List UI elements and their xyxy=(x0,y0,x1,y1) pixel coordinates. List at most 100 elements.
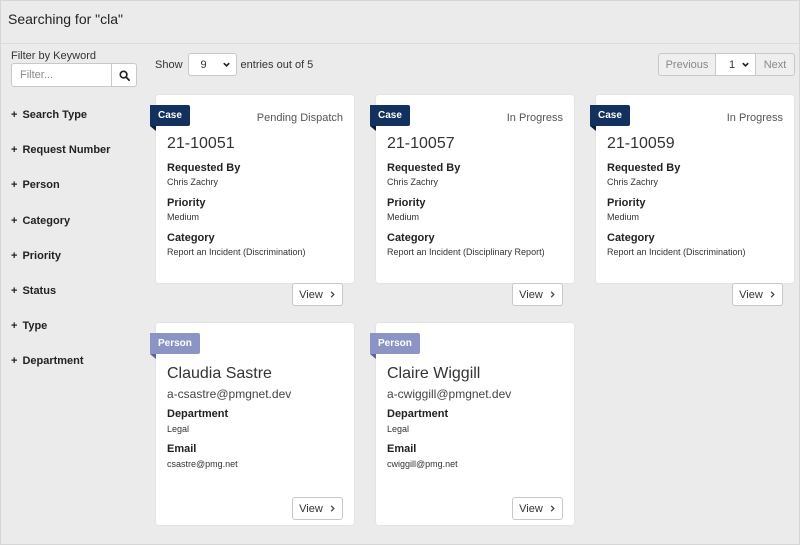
person-username: a-csastre@pmgnet.dev xyxy=(167,387,292,401)
email-label: Email xyxy=(167,443,197,455)
chevron-down-icon xyxy=(742,62,749,67)
plus-icon: + xyxy=(11,284,18,297)
priority-value: Medium xyxy=(387,212,420,222)
category-label: Category xyxy=(167,232,215,244)
page-header: Searching for "cla" xyxy=(0,0,800,44)
facet-label: Type xyxy=(22,320,48,333)
case-tag: Case xyxy=(370,105,410,131)
category-label: Category xyxy=(387,232,435,244)
requested-by-value: Chris Zachry xyxy=(387,177,439,187)
view-button[interactable]: View xyxy=(292,283,343,306)
facet-label: Status xyxy=(22,284,57,297)
entries-suffix: entries out of 5 xyxy=(240,58,314,71)
person-username: a-cwiggill@pmgnet.dev xyxy=(387,387,512,401)
department-label: Department xyxy=(387,408,449,420)
person-tag: Person xyxy=(150,333,200,359)
facet-list: + Search Type + Request Number + Person + Ca… xyxy=(11,106,141,388)
department-label: Department xyxy=(167,408,229,420)
case-tag: Case xyxy=(590,105,630,131)
facet-request-number[interactable]: + Request Number xyxy=(11,141,141,176)
facet-label: Department xyxy=(22,355,84,368)
next-button[interactable]: Next xyxy=(755,53,795,76)
view-button[interactable]: View xyxy=(512,283,563,306)
facet-department[interactable]: + Department xyxy=(11,352,141,387)
case-number: 21-10051 xyxy=(167,135,235,152)
result-card-case: Case In Progress 21-10059 Requested By C… xyxy=(590,95,794,306)
result-card-case: Case Pending Dispatch 21-10051 Requested… xyxy=(150,95,354,306)
chevron-right-icon xyxy=(550,291,555,298)
facet-label: Category xyxy=(22,214,71,227)
facet-category[interactable]: + Category xyxy=(11,212,141,247)
category-label: Category xyxy=(607,232,655,244)
filter-box xyxy=(11,63,137,87)
plus-icon: + xyxy=(11,214,18,227)
plus-icon: + xyxy=(11,144,18,157)
view-label: View xyxy=(519,502,543,515)
plus-icon: + xyxy=(11,179,18,192)
category-value: Report an Incident (Discrimination) xyxy=(167,247,306,257)
person-name: Claudia Sastre xyxy=(167,365,272,382)
filter-input[interactable] xyxy=(11,63,111,87)
case-tag: Case xyxy=(150,105,190,131)
facet-label: Search Type xyxy=(22,109,88,121)
plus-icon: + xyxy=(11,249,18,262)
plus-icon: + xyxy=(11,355,18,368)
case-number: 21-10059 xyxy=(607,135,675,152)
facet-status[interactable]: + Status xyxy=(11,282,141,317)
plus-icon: + xyxy=(11,109,18,121)
facet-label: Request Number xyxy=(22,144,111,157)
result-card-person: Person Claudia Sastre a-csastre@pmgnet.d… xyxy=(150,323,354,525)
status-text: Pending Dispatch xyxy=(256,112,343,124)
facet-label: Person xyxy=(22,179,60,192)
view-button[interactable]: View xyxy=(512,497,563,520)
category-value: Report an Incident (Disciplinary Report) xyxy=(387,247,545,257)
requested-by-label: Requested By xyxy=(387,162,461,174)
department-value: Legal xyxy=(167,424,190,434)
page-value: 1 xyxy=(729,58,736,71)
page-select[interactable]: 1 xyxy=(716,53,755,76)
entries-value: 9 xyxy=(200,58,207,71)
priority-value: Medium xyxy=(167,212,200,222)
chevron-right-icon xyxy=(330,505,335,512)
email-value: csastre@pmg.net xyxy=(167,459,238,469)
facet-person[interactable]: + Person xyxy=(11,176,141,211)
priority-label: Priority xyxy=(607,197,646,209)
search-icon xyxy=(118,69,130,81)
status-text: In Progress xyxy=(506,112,563,124)
result-card-case: Case In Progress 21-10057 Requested By C… xyxy=(370,95,574,306)
chevron-right-icon xyxy=(330,291,335,298)
email-label: Email xyxy=(387,443,417,455)
chevron-right-icon xyxy=(770,291,775,298)
facet-priority[interactable]: + Priority xyxy=(11,247,141,282)
view-label: View xyxy=(299,288,323,301)
view-button[interactable]: View xyxy=(292,497,343,520)
case-number: 21-10057 xyxy=(387,135,455,152)
page-title: Searching for "cla" xyxy=(8,11,123,27)
previous-button[interactable]: Previous xyxy=(658,53,716,76)
view-label: View xyxy=(299,502,323,515)
view-button[interactable]: View xyxy=(732,283,783,306)
requested-by-value: Chris Zachry xyxy=(607,177,659,187)
facet-label: Priority xyxy=(22,249,61,262)
entries-control: Show 9 entries out of 5 xyxy=(155,53,313,76)
chevron-right-icon xyxy=(550,505,555,512)
plus-icon: + xyxy=(11,320,18,333)
view-label: View xyxy=(519,288,543,301)
person-name: Claire Wiggill xyxy=(387,365,481,382)
facet-type[interactable]: + Type xyxy=(11,317,141,352)
department-value: Legal xyxy=(387,424,410,434)
requested-by-value: Chris Zachry xyxy=(167,177,219,187)
priority-label: Priority xyxy=(387,197,426,209)
result-card-person: Person Claire Wiggill a-cwiggill@pmgnet.… xyxy=(370,323,574,525)
category-value: Report an Incident (Discrimination) xyxy=(607,247,746,257)
show-label: Show xyxy=(155,58,183,71)
chevron-down-icon xyxy=(222,62,230,67)
status-text: In Progress xyxy=(726,112,783,124)
priority-value: Medium xyxy=(607,212,640,222)
filter-search-button[interactable] xyxy=(111,63,137,87)
facet-search-type[interactable]: + Search Type xyxy=(11,106,141,141)
entries-select[interactable]: 9 xyxy=(187,53,237,76)
view-label: View xyxy=(739,288,763,301)
priority-label: Priority xyxy=(167,197,206,209)
pagination: Previous 1 Next xyxy=(658,53,795,76)
